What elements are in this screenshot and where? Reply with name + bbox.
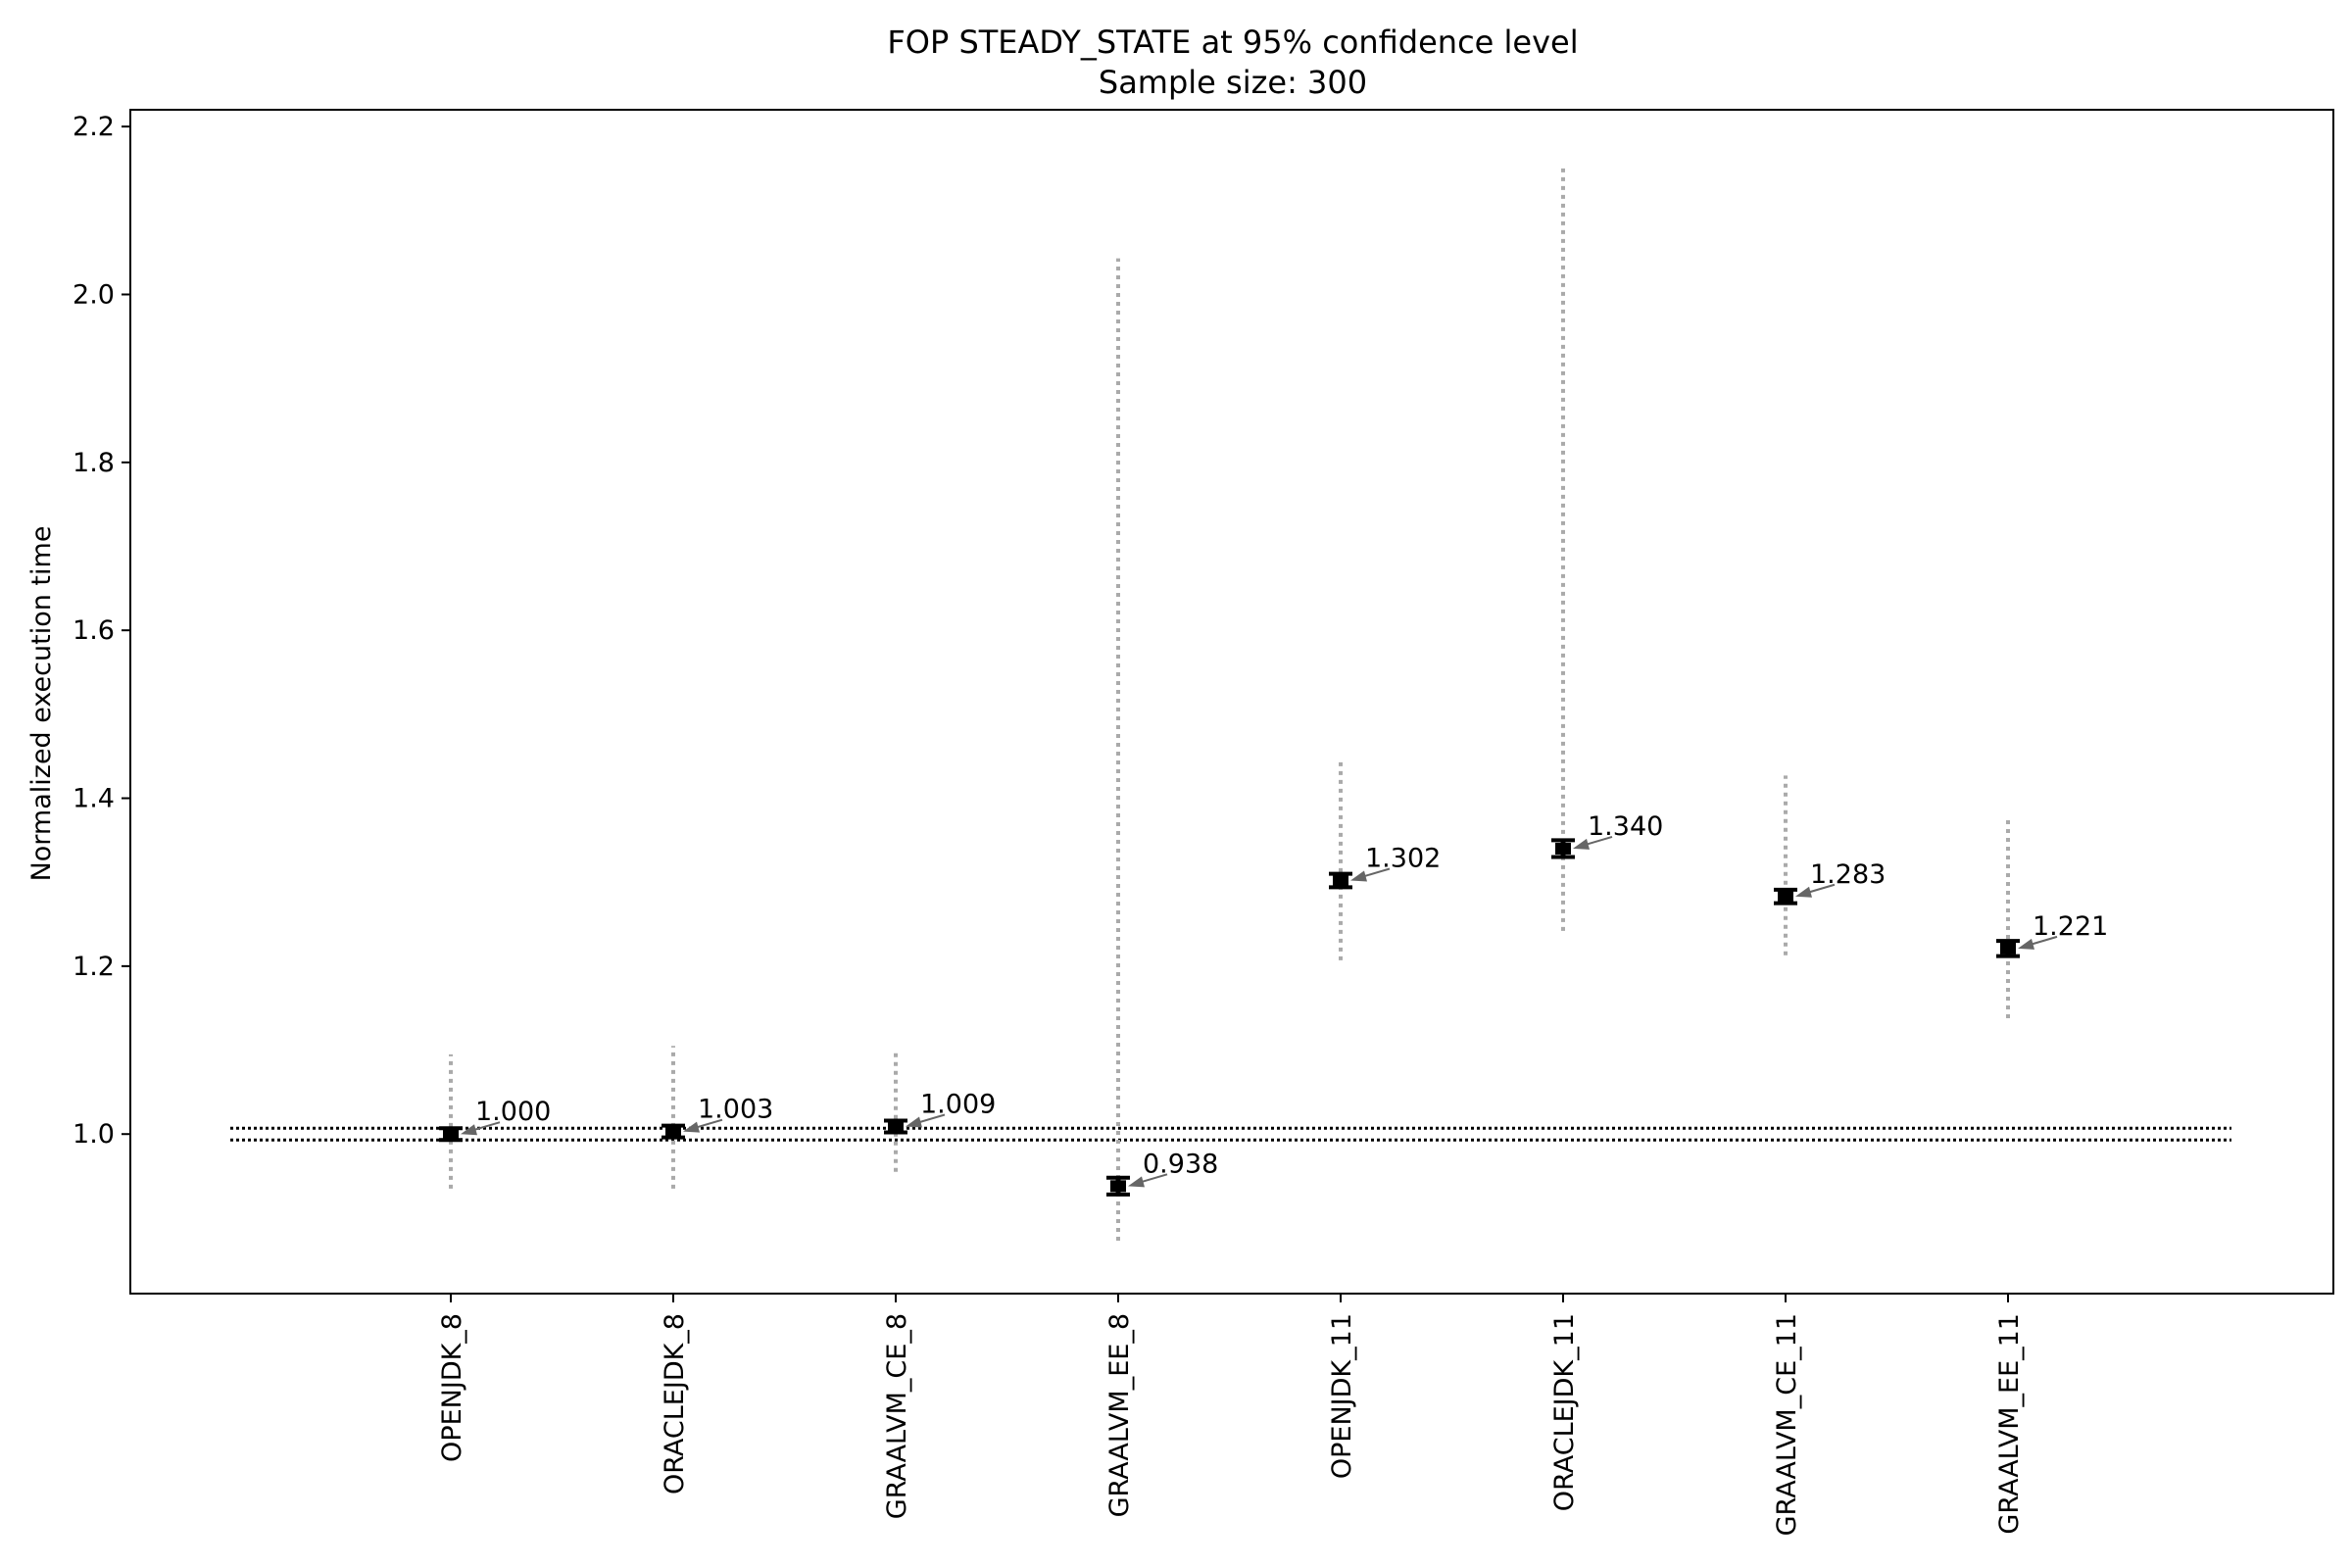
data-point-group: 1.221 — [1996, 817, 2108, 1018]
data-point-group: 1.009 — [884, 1053, 996, 1172]
annotation-arrowhead — [1128, 1176, 1145, 1188]
y-tick-label: 1.6 — [73, 615, 115, 646]
annotation-arrowhead — [906, 1116, 922, 1128]
y-tick-label: 1.0 — [73, 1119, 115, 1150]
data-point-group: 0.938 — [1106, 258, 1218, 1242]
data-point-group: 1.340 — [1551, 166, 1663, 931]
value-label: 1.302 — [1365, 843, 1441, 873]
mean-marker — [1110, 1180, 1126, 1193]
value-label: 1.003 — [698, 1095, 773, 1125]
value-label: 1.283 — [1810, 859, 1886, 890]
mean-marker — [443, 1128, 459, 1141]
x-tick-label: GRAALVM_EE_11 — [1994, 1313, 2025, 1535]
y-tick-label: 1.4 — [73, 784, 115, 814]
chart-subtitle: Sample size: 300 — [1099, 64, 1367, 101]
annotation-arrowhead — [1350, 870, 1367, 882]
x-tick-label: ORACLEJDK_11 — [1549, 1313, 1580, 1511]
data-point-group: 1.302 — [1329, 760, 1441, 960]
y-tick-label: 2.0 — [73, 279, 115, 310]
x-tick-label: GRAALVM_EE_8 — [1104, 1313, 1135, 1517]
x-tick-label: GRAALVM_CE_11 — [1772, 1313, 1802, 1536]
value-label: 1.000 — [475, 1097, 551, 1127]
x-tick-label: OPENJDK_8 — [437, 1313, 467, 1462]
mean-marker — [1778, 890, 1793, 903]
annotation-arrowhead — [683, 1121, 700, 1133]
mean-marker — [2000, 942, 2016, 955]
y-axis-label: Normalized execution time — [26, 526, 57, 882]
mean-marker — [1333, 874, 1348, 887]
x-axis: OPENJDK_8 ORACLEJDK_8 GRAALVM_CE_8 GRAALVM_… — [437, 1294, 2025, 1536]
mean-marker — [1555, 842, 1571, 855]
x-tick-label: OPENJDK_11 — [1327, 1313, 1357, 1479]
data-marks: 1.000 1.003 1.009 0.938 1.302 1.340 1.283 1.221 — [439, 166, 2108, 1242]
value-label: 1.009 — [920, 1090, 996, 1120]
annotation-arrowhead — [2018, 938, 2034, 950]
value-label: 0.938 — [1143, 1149, 1218, 1179]
chart-title: FOP STEADY_STATE at 95% confidence level — [887, 24, 1578, 61]
value-label: 1.340 — [1588, 811, 1663, 842]
annotation-arrowhead — [1795, 886, 1812, 898]
value-label: 1.221 — [2033, 911, 2108, 942]
data-point-group: 1.000 — [439, 1054, 551, 1189]
annotation-arrowhead — [1573, 838, 1590, 850]
data-point-group: 1.283 — [1774, 775, 1886, 956]
mean-marker — [665, 1125, 681, 1138]
data-point-group: 1.003 — [662, 1046, 773, 1189]
x-tick-label: GRAALVM_CE_8 — [882, 1313, 912, 1519]
y-tick-label: 1.2 — [73, 952, 115, 982]
y-tick-label: 2.2 — [73, 112, 115, 142]
mean-marker — [888, 1120, 904, 1133]
y-axis: 1.0 1.2 1.4 1.6 1.8 2.0 2.2 — [73, 112, 130, 1150]
reference-lines — [230, 1126, 2231, 1142]
plot-frame — [129, 109, 2334, 1295]
y-tick-label: 1.8 — [73, 448, 115, 478]
x-tick-label: ORACLEJDK_8 — [660, 1313, 690, 1494]
annotation-arrowhead — [461, 1124, 477, 1136]
